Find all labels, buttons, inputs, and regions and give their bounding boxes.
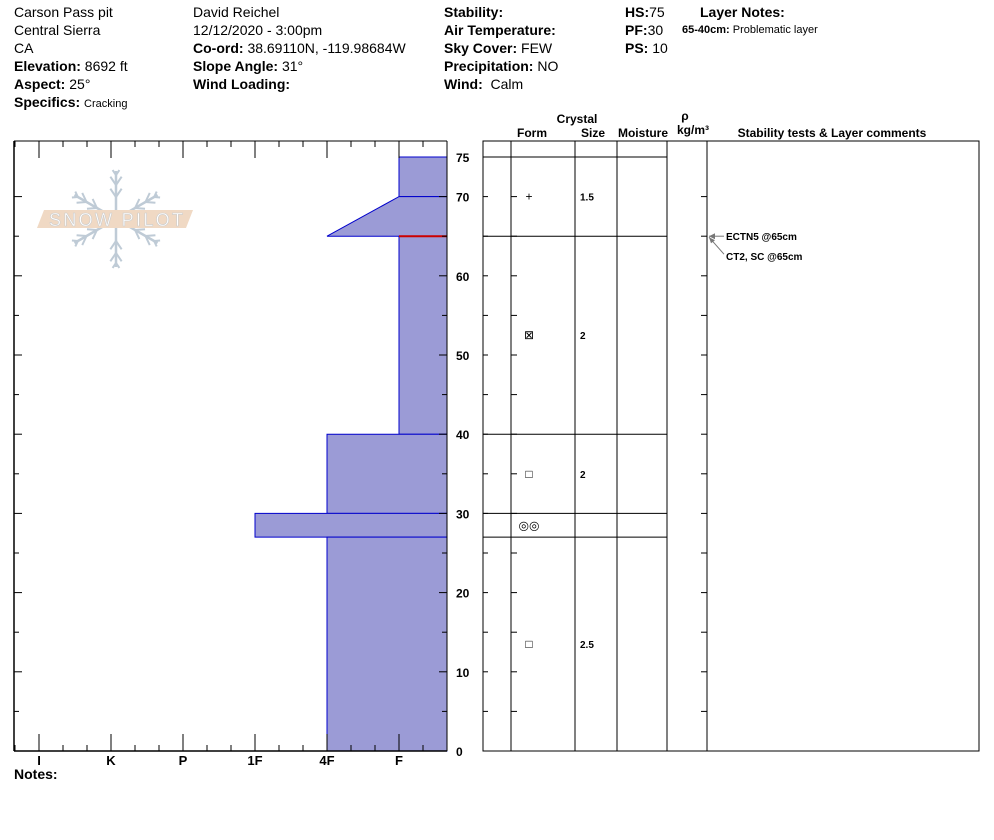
arrow-head-icon <box>709 237 715 244</box>
melt-freeze-icon: ◎◎ <box>519 518 540 532</box>
hardness-label-P: P <box>179 753 188 768</box>
header-moisture: Moisture <box>618 126 668 140</box>
arrow-head-icon <box>709 233 715 240</box>
hardness-layer-5 <box>326 536 448 752</box>
depth-label: 0 <box>456 745 463 759</box>
hardness-label-F: F <box>395 753 403 768</box>
stability-test: CT2, SC @65cm <box>726 252 803 263</box>
hs: HS:75 <box>625 4 665 20</box>
header-site-info: Carson Pass pit Central Sierra CA Elevat… <box>14 3 128 113</box>
state: CA <box>14 40 34 56</box>
crystal-size: 2 <box>580 470 586 481</box>
hardness-label-K: K <box>106 753 116 768</box>
specifics: Specifics: Cracking <box>14 94 128 110</box>
stability-test: ECTN5 @65cm <box>726 232 797 243</box>
header-rho: ρ <box>681 109 688 123</box>
header-form: Form <box>517 126 547 140</box>
observer: David Reichel <box>193 4 280 20</box>
hardness-layer-4 <box>254 512 448 538</box>
range: Central Sierra <box>14 22 101 38</box>
hardness-layer-1 <box>326 196 448 237</box>
notes-label: Notes: <box>14 766 58 782</box>
crystal-size: 2 <box>580 331 586 342</box>
precipitation: Precipitation: NO <box>444 58 559 74</box>
header-depth-info: HS:75 PF:30 PS: 10 <box>625 3 668 57</box>
header-weather-info: Stability: Air Temperature: Sky Cover: F… <box>444 3 558 93</box>
coordinates: Co-ord: 38.69110N, -119.98684W <box>193 40 406 56</box>
layer-notes-title: Layer Notes: <box>700 4 785 20</box>
faceted-rounded-icon: ⊠ <box>524 328 534 342</box>
depth-label: 10 <box>456 666 470 680</box>
slope-angle: Slope Angle: 31° <box>193 58 304 74</box>
logo-text: SNOW PILOT <box>49 210 183 230</box>
depth-label: 30 <box>456 507 470 521</box>
wind-loading: Wind Loading: <box>193 76 291 92</box>
depth-label: 20 <box>456 587 470 601</box>
faceted-crystals-icon: □ <box>525 467 532 481</box>
precipitation-particles-icon: + <box>525 190 532 204</box>
snow-pilot-logo: SNOW PILOT <box>37 169 193 269</box>
elevation: Elevation: 8692 ft <box>14 58 128 74</box>
hardness-layer-2 <box>398 235 448 435</box>
pit-name: Carson Pass pit <box>14 4 113 20</box>
pf: PF:30 <box>625 22 664 38</box>
depth-label: 70 <box>456 191 470 205</box>
faceted-crystals-icon: □ <box>525 637 532 651</box>
layer-note: 65-40cm: Problematic layer <box>682 24 818 36</box>
header-size: Size <box>581 126 605 140</box>
hardness-label-4F: 4F <box>319 753 334 768</box>
sky-cover: Sky Cover: FEW <box>444 40 553 56</box>
header-crystal: Crystal <box>557 112 598 126</box>
depth-label: 40 <box>456 428 470 442</box>
wind: Wind: Calm <box>444 76 524 92</box>
aspect: Aspect: 25° <box>14 76 91 92</box>
stability: Stability: <box>444 4 504 20</box>
datetime: 12/12/2020 - 3:00pm <box>193 22 323 38</box>
hardness-label-1F: 1F <box>247 753 262 768</box>
header-density: kg/m³ <box>677 123 709 137</box>
layer-table <box>482 140 980 752</box>
depth-label: 60 <box>456 270 470 284</box>
header-comments: Stability tests & Layer comments <box>738 126 927 140</box>
layer-notes: Layer Notes: 65-40cm: Problematic layer <box>682 3 818 39</box>
ps: PS: 10 <box>625 40 668 56</box>
hardness-layer-3 <box>326 433 448 514</box>
air-temperature: Air Temperature: <box>444 22 556 38</box>
crystal-size: 1.5 <box>580 193 594 204</box>
hardness-label-I: I <box>37 753 41 768</box>
crystal-size: 2.5 <box>580 640 594 651</box>
hardness-layer-0 <box>398 156 448 198</box>
depth-label: 75 <box>456 151 470 165</box>
header-observer-info: David Reichel 12/12/2020 - 3:00pm Co-ord… <box>193 3 406 93</box>
depth-label: 50 <box>456 349 470 363</box>
